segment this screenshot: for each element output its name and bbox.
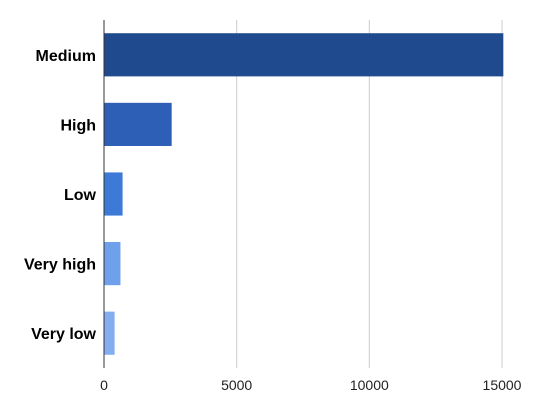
category-label: Very high <box>24 257 96 274</box>
bars <box>104 33 504 355</box>
x-tick-label: 5000 <box>221 377 252 393</box>
bar-high <box>104 102 172 146</box>
x-tick-label: 15000 <box>483 377 522 393</box>
bar-very-low <box>104 311 115 355</box>
category-label: Medium <box>36 48 96 65</box>
category-label: High <box>60 117 96 134</box>
x-tick-label: 0 <box>100 377 108 393</box>
x-tick-labels: 0 5000 10000 15000 <box>100 377 522 393</box>
category-label: Low <box>64 187 97 204</box>
bar-low <box>104 172 123 216</box>
category-labels: Medium High Low Very high Very low <box>24 48 97 343</box>
bar-very-high <box>104 242 121 286</box>
bar-medium <box>104 33 504 77</box>
category-label: Very low <box>31 326 96 343</box>
x-tick-label: 10000 <box>350 377 389 393</box>
gridlines <box>236 20 503 368</box>
